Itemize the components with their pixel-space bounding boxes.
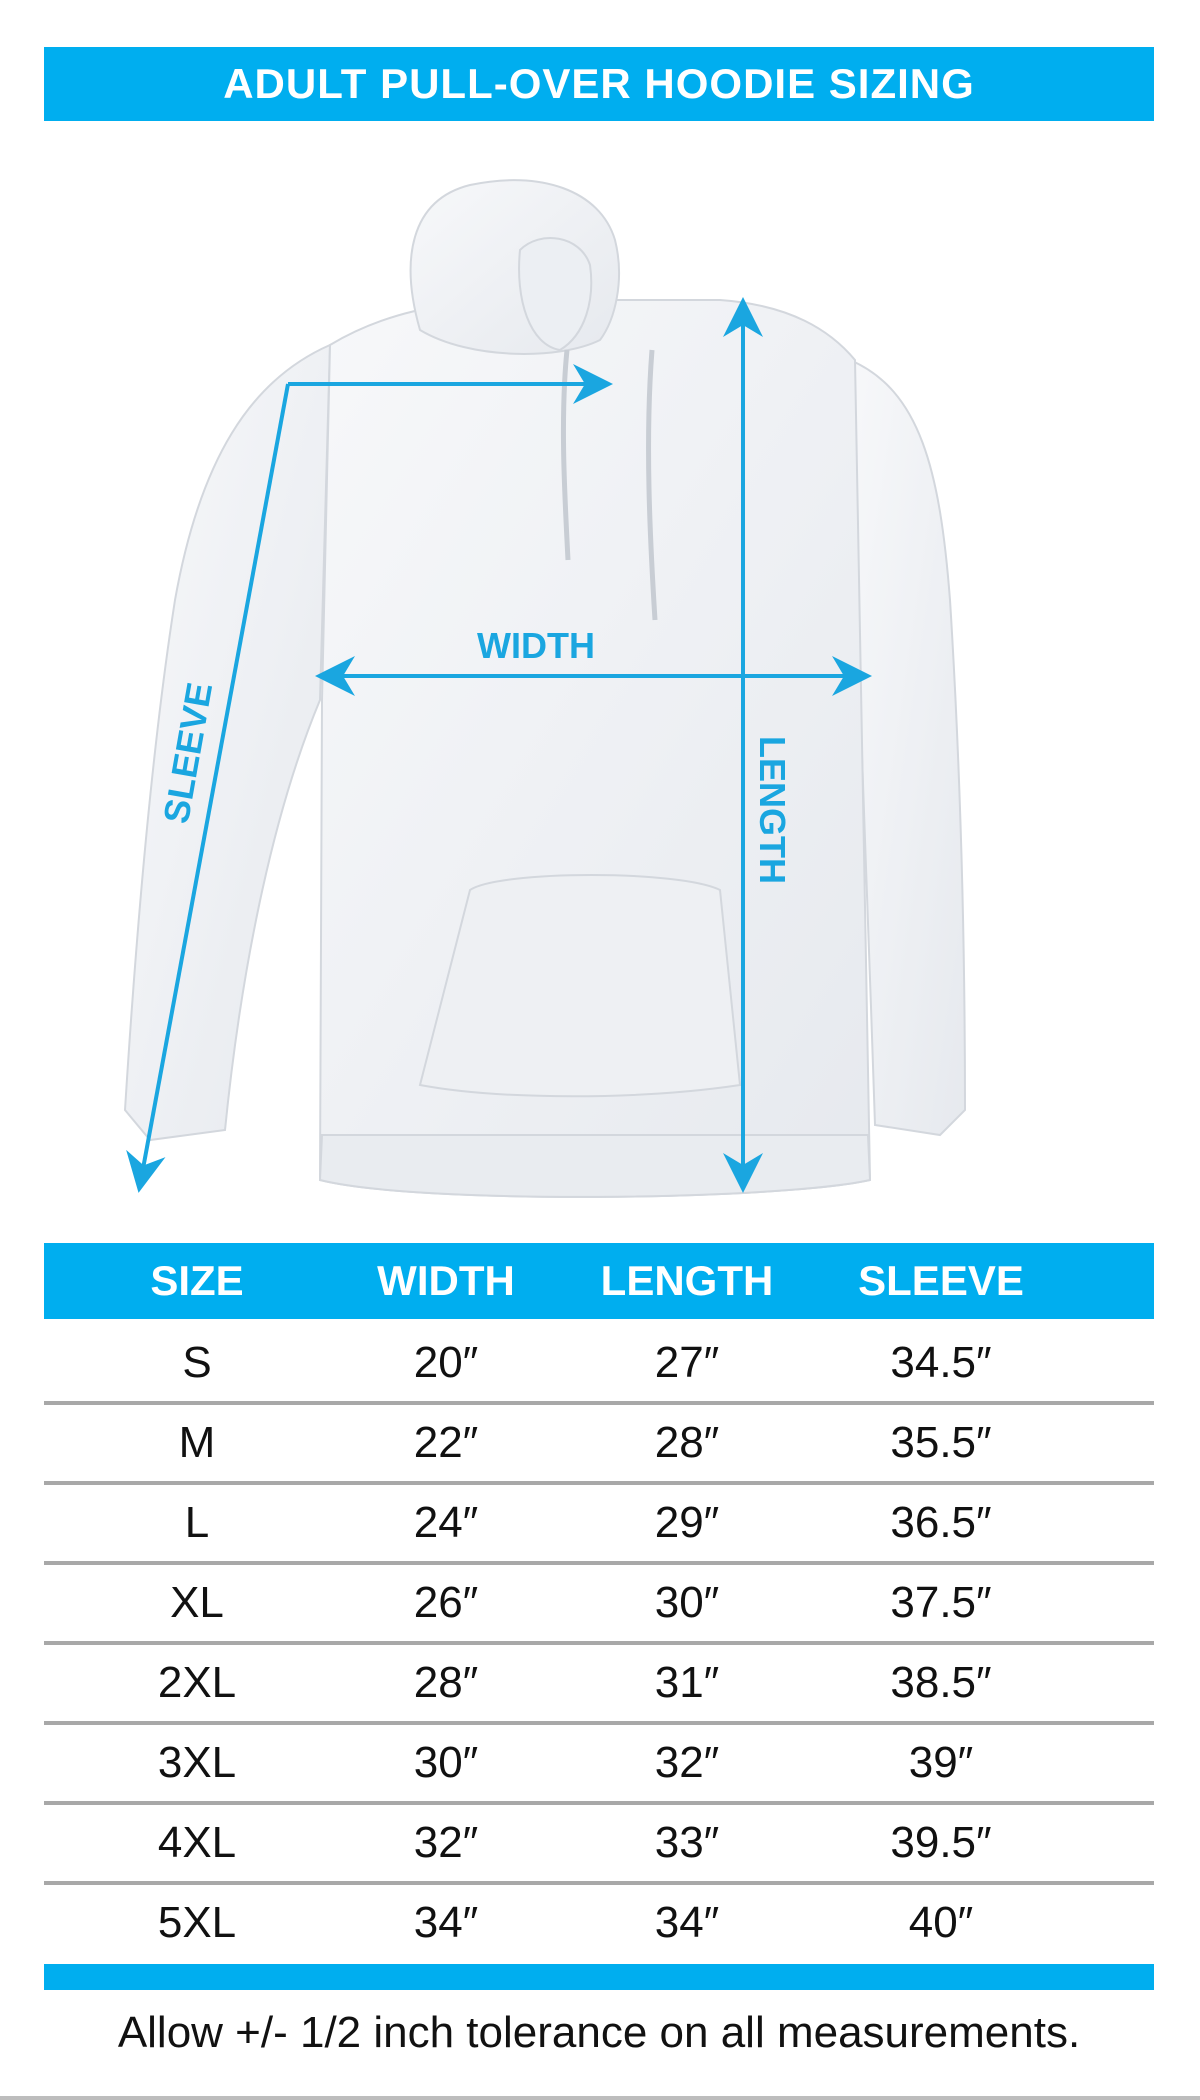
table-cell-width: 32″ [413,1818,479,1867]
right-sleeve [848,358,967,1137]
table-cell-width: 28″ [413,1658,479,1707]
table-cell-size: 3XL [157,1738,237,1787]
table-cell-width: 24″ [413,1498,479,1547]
table-cell-sleeve: 38.5″ [890,1658,992,1707]
table-cell-length: 32″ [654,1738,720,1787]
table-cell-length: 33″ [654,1818,720,1867]
table-cell-size: L [184,1498,210,1547]
measurement-arrows [126,297,872,1193]
table-bottom-bar [44,1964,1154,1990]
hood-opening [518,237,593,352]
page-title: ADULT PULL-OVER HOODIE SIZING [223,60,975,107]
table-row: S 20″ 27″ 34.5″ [44,1323,1154,1403]
row-divider [44,1481,1154,1485]
table-cell-width: 30″ [413,1738,479,1787]
hoodie-measurement-diagram: WIDTH LENGTH SLEEVE [123,179,967,1198]
table-row: 3XL 30″ 32″ 39″ [44,1723,1154,1803]
title-banner: ADULT PULL-OVER HOODIE SIZING [44,47,1154,121]
table-row: 2XL 28″ 31″ 38.5″ [44,1643,1154,1723]
table-cell-length: 29″ [654,1498,720,1547]
column-header-length: LENGTH [600,1257,774,1304]
row-divider [44,1641,1154,1645]
table-cell-sleeve: 39.5″ [890,1818,992,1867]
table-cell-width: 34″ [413,1898,479,1947]
table-row: XL 26″ 30″ 37.5″ [44,1563,1154,1643]
table-cell-sleeve: 40″ [908,1898,974,1947]
table-cell-size: 4XL [157,1818,237,1867]
table-cell-width: 20″ [413,1338,479,1387]
drawstring-right [646,349,658,621]
row-divider [44,1561,1154,1565]
table-row: 5XL 34″ 34″ 40″ [44,1883,1154,1963]
table-cell-size: XL [170,1578,224,1627]
row-divider [44,1401,1154,1405]
left-sleeve [123,343,332,1142]
tolerance-note: Allow +/- 1/2 inch tolerance on all meas… [117,2008,1081,2057]
column-header-sleeve: SLEEVE [858,1257,1024,1304]
table-row: L 24″ 29″ 36.5″ [44,1483,1154,1563]
size-table-header: SIZE WIDTH LENGTH SLEEVE [44,1243,1154,1319]
table-cell-size: 5XL [157,1898,237,1947]
sleeve-arrow-arm [126,383,290,1193]
waistband [318,1134,872,1198]
kangaroo-pocket [418,874,742,1098]
row-divider [44,1881,1154,1885]
table-cell-length: 31″ [654,1658,720,1707]
table-cell-sleeve: 36.5″ [890,1498,992,1547]
table-cell-sleeve: 35.5″ [890,1418,992,1467]
drawstring-left [560,349,571,561]
width-label: WIDTH [477,625,595,666]
bottom-divider [0,2096,1200,2100]
table-cell-size: 2XL [157,1658,237,1707]
table-cell-sleeve: 39″ [908,1738,974,1787]
table-row: 4XL 32″ 33″ 39.5″ [44,1803,1154,1883]
row-divider [44,1801,1154,1805]
hoodie-image [123,179,967,1198]
table-cell-sleeve: 37.5″ [890,1578,992,1627]
table-cell-sleeve: 34.5″ [890,1338,992,1387]
length-label: LENGTH [752,736,793,884]
table-row: M 22″ 28″ 35.5″ [44,1403,1154,1483]
table-cell-length: 28″ [654,1418,720,1467]
table-cell-length: 30″ [654,1578,720,1627]
table-cell-length: 27″ [654,1338,720,1387]
table-cell-size: S [182,1338,212,1387]
table-cell-size: M [178,1418,216,1467]
column-header-width: WIDTH [377,1257,515,1304]
table-cell-length: 34″ [654,1898,720,1947]
table-cell-width: 22″ [413,1418,479,1467]
column-header-size: SIZE [150,1257,244,1304]
row-divider [44,1721,1154,1725]
table-cell-width: 26″ [413,1578,479,1627]
